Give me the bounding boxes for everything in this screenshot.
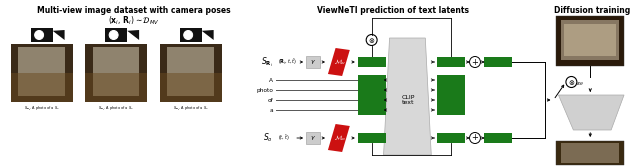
Bar — [564, 24, 616, 56]
Text: $(\mathbf{R}_i,t,\bar{t})$: $(\mathbf{R}_i,t,\bar{t})$ — [278, 57, 298, 67]
Bar — [11, 73, 72, 102]
Polygon shape — [383, 38, 431, 155]
Text: photo: photo — [257, 88, 273, 93]
Bar — [484, 133, 512, 143]
Text: Multi-view image dataset with camera poses: Multi-view image dataset with camera pos… — [37, 6, 231, 15]
Text: $S_o$: $S_o$ — [264, 132, 273, 144]
Bar — [437, 85, 465, 95]
Text: $(t,\bar{t})$: $(t,\bar{t})$ — [278, 133, 290, 143]
Polygon shape — [202, 30, 214, 40]
Text: $S_{\mathbf{R}_1}$. A photo of a $S_o$: $S_{\mathbf{R}_1}$. A photo of a $S_o$ — [99, 105, 134, 113]
Text: $\mathcal{M}_o$: $\mathcal{M}_o$ — [334, 133, 346, 143]
Text: +: + — [472, 133, 479, 142]
Bar — [437, 95, 465, 105]
Bar — [306, 132, 320, 144]
Text: $\epsilon_\theta$: $\epsilon_\theta$ — [577, 80, 584, 88]
Text: $(\mathbf{x}_i,\,\mathbf{R}_i)\sim\mathcal{D}_{MV}$: $(\mathbf{x}_i,\,\mathbf{R}_i)\sim\mathc… — [108, 14, 160, 27]
Bar — [556, 16, 624, 66]
Bar — [556, 141, 624, 165]
Text: $S_{\mathbf{R}_2}$. A photo of a $S_o$: $S_{\mathbf{R}_2}$. A photo of a $S_o$ — [173, 105, 209, 113]
Bar — [160, 44, 221, 102]
Bar — [437, 105, 465, 115]
Bar — [358, 95, 385, 105]
Bar — [437, 57, 465, 67]
Bar — [358, 75, 385, 85]
Bar — [106, 28, 127, 42]
Bar — [306, 56, 320, 68]
Circle shape — [109, 31, 118, 40]
Bar — [437, 75, 465, 85]
Text: $\mathcal{M}_v$: $\mathcal{M}_v$ — [334, 57, 346, 67]
Text: $\otimes$: $\otimes$ — [368, 36, 375, 44]
Text: $S_{\mathbf{R}_i}$: $S_{\mathbf{R}_i}$ — [261, 55, 273, 69]
Text: $\mathbf{R}_0$: $\mathbf{R}_0$ — [34, 31, 40, 39]
Bar — [358, 57, 385, 67]
Bar — [484, 57, 512, 67]
Bar — [11, 44, 72, 102]
Text: Diffusion training: Diffusion training — [554, 6, 630, 15]
Bar — [31, 28, 52, 42]
Bar — [86, 44, 147, 102]
Text: $\gamma$: $\gamma$ — [310, 58, 316, 66]
Polygon shape — [559, 95, 624, 130]
Bar — [180, 28, 202, 42]
Text: A: A — [269, 77, 273, 82]
Polygon shape — [328, 124, 350, 152]
Bar — [160, 73, 221, 102]
Bar — [437, 133, 465, 143]
Bar — [358, 133, 385, 143]
Polygon shape — [127, 30, 139, 40]
Text: ViewNeTI prediction of text latents: ViewNeTI prediction of text latents — [317, 6, 468, 15]
Text: $\mathbf{R}_2$: $\mathbf{R}_2$ — [183, 31, 189, 39]
Text: $\mathbf{R}_1$: $\mathbf{R}_1$ — [109, 31, 115, 39]
Bar — [561, 20, 619, 60]
Text: $\gamma$: $\gamma$ — [310, 134, 316, 142]
Bar — [358, 105, 385, 115]
Text: $S_{\mathbf{R}_0}$. A photo of a $S_o$: $S_{\mathbf{R}_0}$. A photo of a $S_o$ — [24, 105, 60, 113]
Circle shape — [184, 31, 193, 40]
Bar — [93, 47, 139, 96]
Bar — [168, 47, 214, 96]
Bar — [561, 143, 619, 163]
Polygon shape — [328, 48, 350, 76]
Bar — [86, 73, 147, 102]
Text: +: + — [472, 57, 479, 66]
Circle shape — [35, 31, 44, 40]
Polygon shape — [52, 30, 65, 40]
Bar — [19, 47, 65, 96]
Text: of: of — [268, 98, 273, 103]
Text: CLIP
text: CLIP text — [402, 95, 415, 105]
Text: a: a — [269, 108, 273, 113]
Text: $\otimes$: $\otimes$ — [568, 77, 575, 87]
Bar — [358, 85, 385, 95]
